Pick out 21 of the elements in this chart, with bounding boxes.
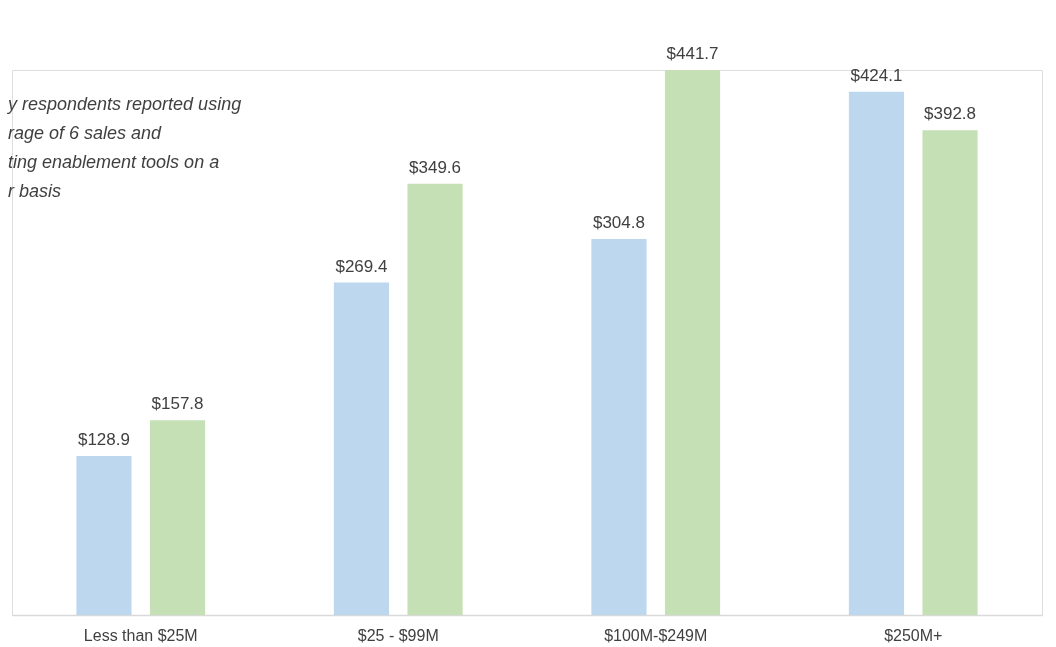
data-label: $128.9 (77, 429, 130, 449)
bar (76, 455, 132, 615)
data-label: $349.6 (409, 157, 462, 177)
data-label: $441.7 (666, 44, 719, 63)
bar (922, 130, 978, 615)
x-tick-label: Less than $25M (83, 626, 198, 644)
data-label: $424.1 (850, 65, 903, 85)
annotation: y respondents reported using rage of 6 sales and ting enablement tools on a r basis (6, 94, 242, 201)
bar (591, 238, 647, 615)
bar (664, 70, 721, 615)
bar (848, 91, 905, 615)
x-tick-label: $100M-$249M (604, 626, 708, 644)
data-label: $269.4 (335, 256, 388, 276)
x-tick-label: $25 - $99M (357, 626, 439, 644)
bar (149, 420, 206, 615)
data-label: $157.8 (151, 394, 204, 414)
data-label: $392.8 (924, 104, 977, 124)
bar (333, 282, 390, 615)
bar (407, 183, 463, 615)
data-label: $304.8 (592, 212, 645, 232)
x-tick-label: $250M+ (884, 626, 943, 644)
